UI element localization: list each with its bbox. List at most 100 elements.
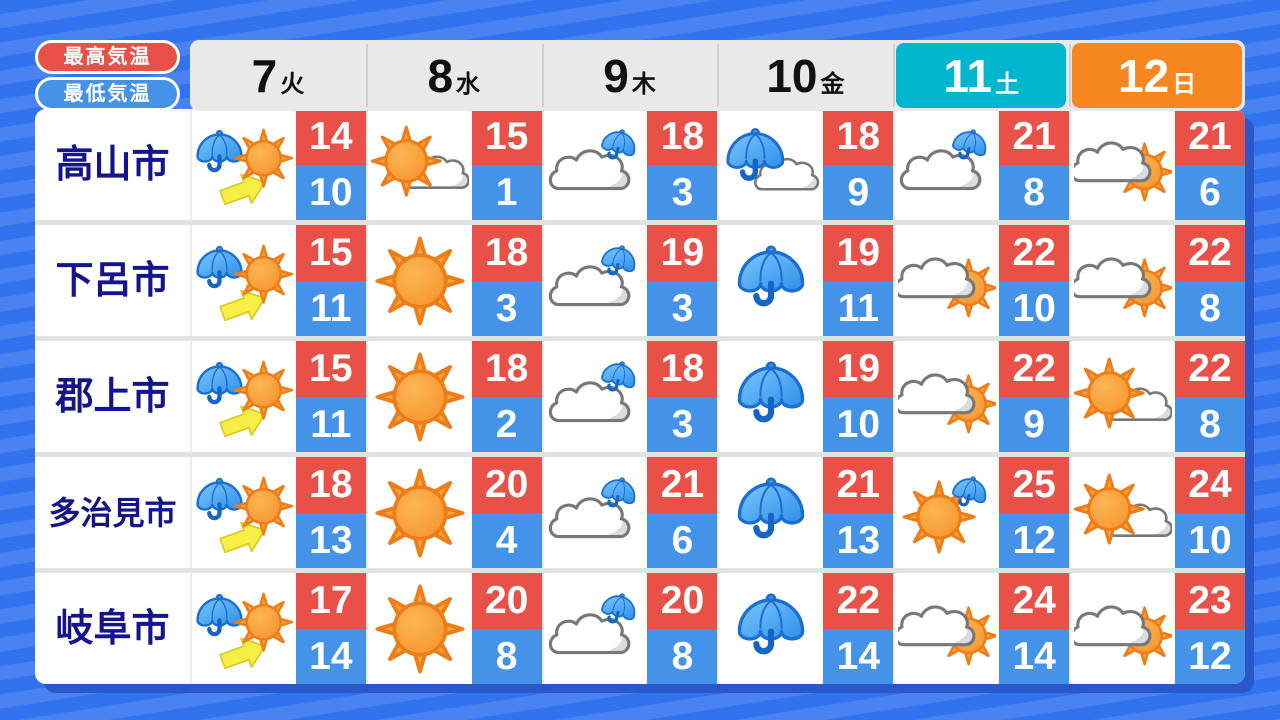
low-temperature: 10 bbox=[999, 280, 1070, 336]
date-number: 7 bbox=[251, 49, 278, 102]
cloud-icon bbox=[1074, 256, 1152, 298]
low-temperature: 2 bbox=[471, 396, 542, 452]
date-weekday: 日 bbox=[1172, 70, 1197, 98]
weather-icon-box bbox=[544, 457, 648, 568]
high-temperature: 18 bbox=[471, 225, 542, 281]
weather-icon-cloud-with-umbrella bbox=[900, 124, 992, 190]
day-header-10: 10 金 bbox=[717, 40, 894, 111]
temperature-column: 20 8 bbox=[647, 573, 718, 684]
weather-icon-box bbox=[1071, 457, 1175, 568]
sun-icon bbox=[233, 244, 293, 304]
high-temperature: 19 bbox=[647, 225, 718, 281]
forecast-cell: 22 8 bbox=[1069, 341, 1245, 452]
cloud-icon bbox=[898, 604, 976, 646]
forecast-table: 高山市 14 10 15 1 18 3 18 9 21 8 21 6 下呂市 15 11 18 3 19 3 19 11 2… bbox=[35, 109, 1245, 684]
weather-icon-box bbox=[1071, 225, 1175, 336]
temperature-column: 19 3 bbox=[647, 225, 718, 336]
high-temperature: 15 bbox=[295, 341, 366, 397]
high-temperature: 18 bbox=[823, 109, 894, 165]
temperature-column: 21 6 bbox=[647, 457, 718, 568]
weather-icon-box bbox=[192, 573, 296, 684]
high-temperature: 14 bbox=[295, 109, 366, 165]
high-temperature: 20 bbox=[471, 457, 542, 513]
temperature-column: 20 8 bbox=[471, 573, 542, 684]
weather-icon-rain-then-sun bbox=[195, 128, 293, 213]
low-temperature: 9 bbox=[823, 164, 894, 220]
cloud-icon bbox=[1074, 140, 1152, 182]
forecast-cell: 22 14 bbox=[717, 573, 894, 684]
high-temperature: 21 bbox=[1174, 109, 1245, 165]
weather-icon-box bbox=[719, 109, 823, 220]
temperature-column: 14 10 bbox=[295, 109, 366, 220]
weather-icon-umbrella bbox=[722, 580, 820, 678]
low-temperature: 9 bbox=[999, 396, 1070, 452]
low-temperature: 10 bbox=[1174, 512, 1245, 568]
weather-icon-box bbox=[368, 341, 472, 452]
umbrella-icon bbox=[197, 594, 241, 633]
date-number: 9 bbox=[603, 49, 629, 102]
low-temperature: 8 bbox=[471, 628, 542, 684]
forecast-cell: 20 4 bbox=[365, 457, 542, 568]
weather-icon-box bbox=[192, 341, 296, 452]
weather-icon-cloud-then-sun bbox=[1074, 604, 1173, 665]
weather-icon-sun bbox=[375, 235, 465, 326]
forecast-cell: 22 8 bbox=[1069, 225, 1245, 336]
high-temp-legend-badge: 最高気温 bbox=[35, 40, 180, 74]
weather-icon-sun-then-cloud bbox=[1074, 473, 1173, 545]
date-weekday: 木 bbox=[631, 70, 656, 98]
high-temperature: 23 bbox=[1174, 573, 1245, 629]
weather-icon-box bbox=[544, 341, 648, 452]
forecast-cell: 15 11 bbox=[190, 341, 366, 452]
date-box: 12 日 bbox=[1072, 43, 1242, 108]
weather-icon-umbrella-with-cloud bbox=[722, 116, 820, 191]
high-temperature: 22 bbox=[1174, 341, 1245, 397]
temperature-column: 18 13 bbox=[295, 457, 366, 568]
forecast-row: 岐阜市 17 14 20 8 20 8 22 14 24 14 23 12 bbox=[35, 573, 1245, 684]
temperature-column: 22 9 bbox=[999, 341, 1070, 452]
umbrella-icon bbox=[740, 478, 803, 534]
city-label: 多治見市 bbox=[48, 494, 177, 531]
forecast-cell: 18 3 bbox=[365, 225, 542, 336]
forecast-cell: 18 3 bbox=[541, 109, 718, 220]
low-temperature: 12 bbox=[999, 512, 1070, 568]
forecast-cell: 19 3 bbox=[541, 225, 718, 336]
sun-icon bbox=[375, 235, 465, 326]
low-temperature: 10 bbox=[295, 164, 366, 220]
low-temperature: 4 bbox=[471, 512, 542, 568]
umbrella-icon bbox=[740, 594, 803, 650]
low-temperature: 6 bbox=[1174, 164, 1245, 220]
date-number: 11 bbox=[943, 49, 993, 102]
forecast-cell: 23 12 bbox=[1069, 573, 1245, 684]
date-weekday: 水 bbox=[456, 70, 481, 98]
low-temperature: 14 bbox=[295, 628, 366, 684]
low-temperature: 11 bbox=[823, 280, 894, 336]
forecast-cell: 15 11 bbox=[190, 225, 366, 336]
high-temperature: 19 bbox=[823, 341, 894, 397]
forecast-cell: 18 2 bbox=[365, 341, 542, 452]
weather-icon-cloud-with-umbrella bbox=[548, 240, 640, 306]
date-box: 11 土 bbox=[896, 43, 1067, 108]
weather-icon-box bbox=[368, 573, 472, 684]
high-temperature: 18 bbox=[647, 109, 718, 165]
weather-icon-box bbox=[719, 573, 823, 684]
temperature-column: 17 14 bbox=[295, 573, 366, 684]
low-temperature: 13 bbox=[823, 512, 894, 568]
weather-icon-box bbox=[895, 109, 999, 220]
cloud-icon bbox=[898, 372, 976, 414]
sun-icon bbox=[375, 583, 465, 674]
temperature-column: 18 2 bbox=[471, 341, 542, 452]
forecast-row: 郡上市 15 11 18 2 18 3 19 10 22 9 22 8 bbox=[35, 341, 1245, 452]
weather-icon-box bbox=[544, 109, 648, 220]
temperature-column: 21 6 bbox=[1174, 109, 1245, 220]
weather-icon-box bbox=[895, 573, 999, 684]
weather-icon-umbrella bbox=[722, 464, 820, 562]
forecast-cell: 19 10 bbox=[717, 341, 894, 452]
low-temperature: 3 bbox=[647, 280, 718, 336]
forecast-row: 多治見市 18 13 20 4 21 6 21 13 25 12 24 10 bbox=[35, 457, 1245, 568]
low-temperature: 13 bbox=[295, 512, 366, 568]
weather-icon-cloud-then-sun bbox=[898, 372, 997, 433]
low-temperature: 3 bbox=[647, 396, 718, 452]
